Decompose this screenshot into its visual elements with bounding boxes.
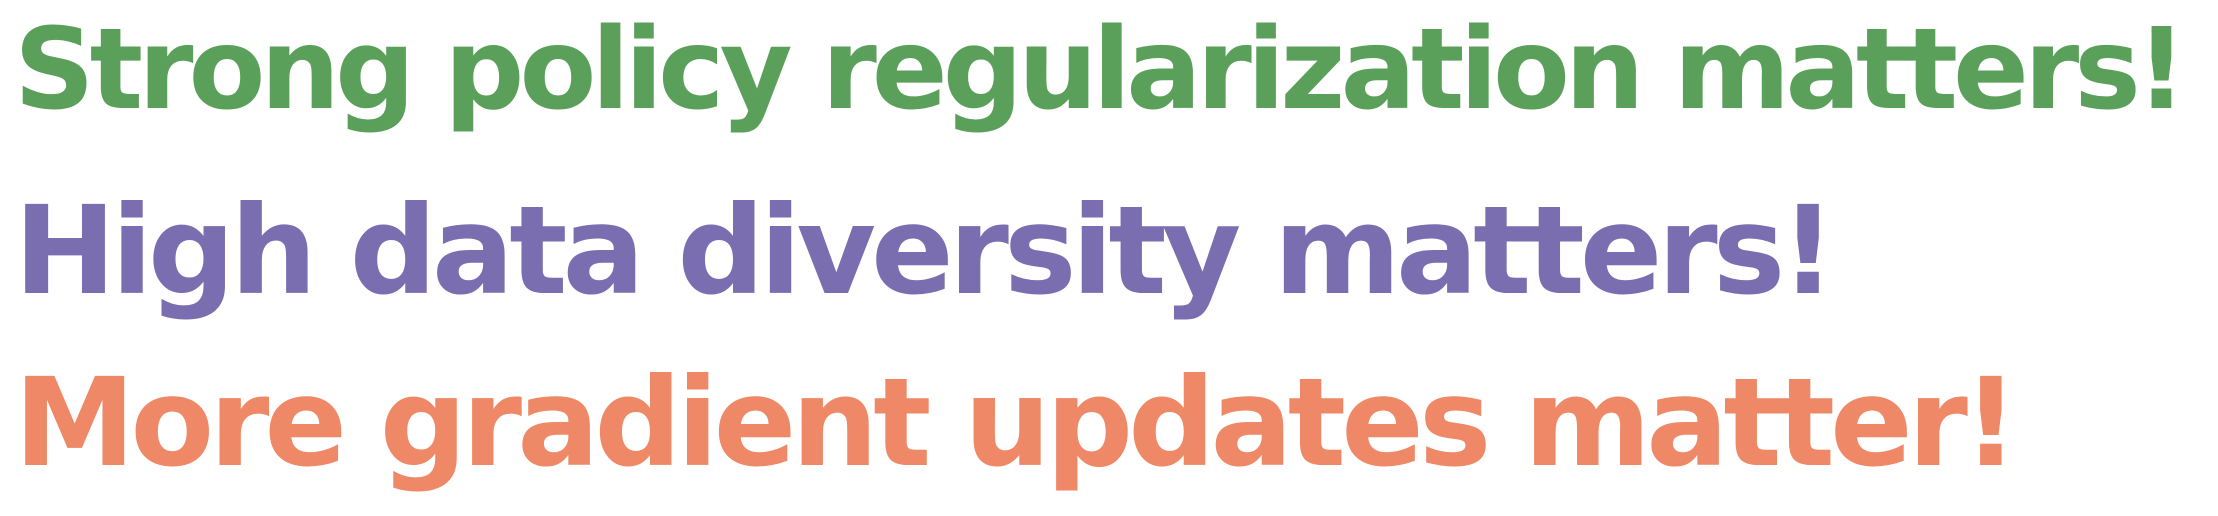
- headline-data-diversity: High data diversity matters!: [14, 180, 1836, 322]
- headline-policy-regularization: Strong policy regularization matters!: [14, 5, 2187, 135]
- headline-gradient-updates: More gradient updates matter!: [14, 352, 2019, 494]
